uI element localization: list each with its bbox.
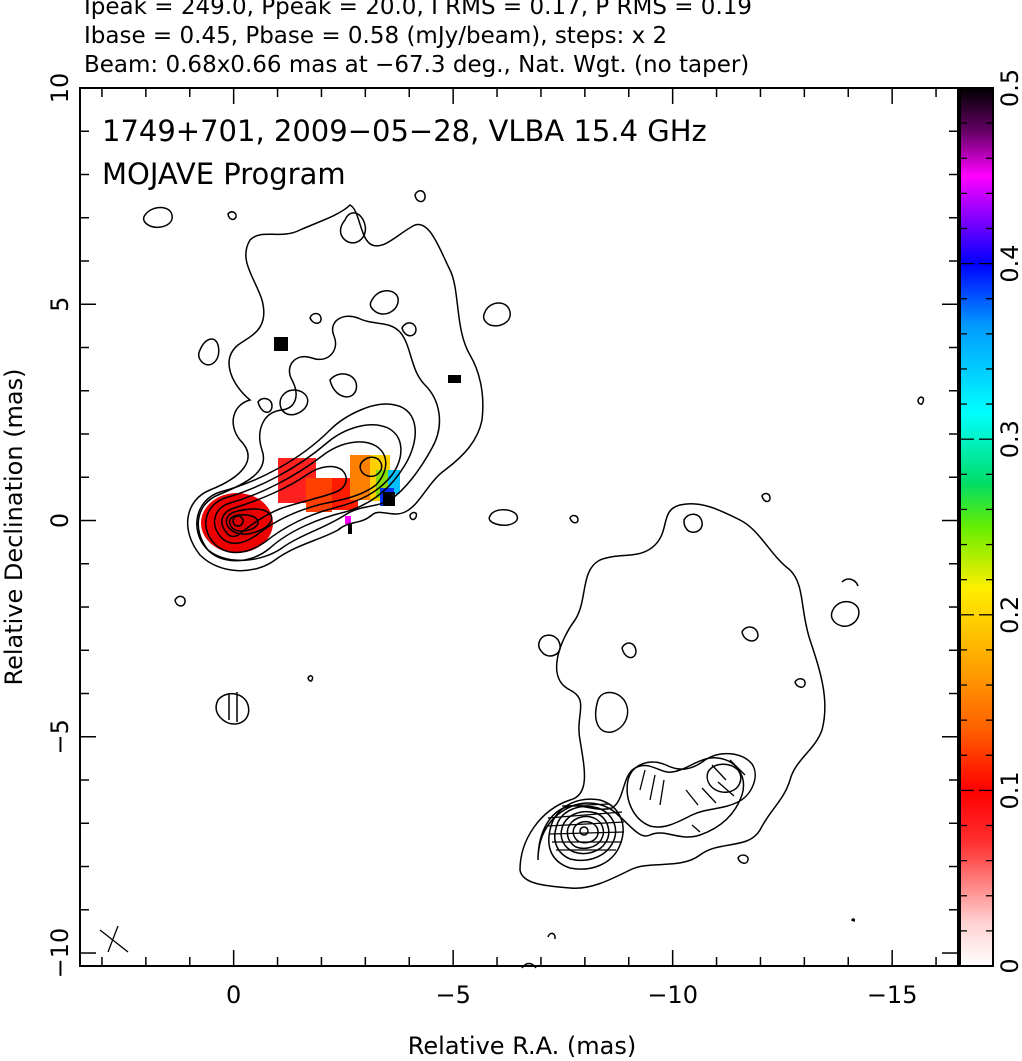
x-tick-label: −15 — [867, 981, 918, 1009]
plot-title: 1749+701, 2009−05−28, VLBA 15.4 GHz — [102, 114, 707, 148]
y-axis-title: Relative Declination (mas) — [0, 368, 28, 685]
plot-subtitle: MOJAVE Program — [102, 157, 346, 191]
x-tick-label: −5 — [435, 981, 470, 1009]
y-tick-label: −5 — [46, 719, 74, 754]
x-axis: 0 −5 −10 −15 — [101, 88, 937, 1009]
y-axis: 10 5 0 −5 −10 — [46, 73, 958, 979]
colorbar-tick-label: 0.2 — [996, 596, 1022, 634]
beam-line: Beam: 0.68x0.66 mas at −67.3 deg., Nat. … — [84, 52, 750, 78]
colorbar-tick-label: 0.5 — [996, 69, 1022, 107]
polarization-vectors — [547, 759, 746, 851]
y-tick-label: 10 — [46, 73, 74, 104]
y-tick-label: 5 — [46, 297, 74, 312]
colorbar-tick-label: 0.4 — [996, 245, 1022, 283]
x-tick-label: −10 — [647, 981, 698, 1009]
colorbar-axis: 0 0.1 0.2 0.3 0.4 0.5 — [960, 69, 1022, 974]
colorbar-tick-label: 0.1 — [996, 771, 1022, 809]
y-tick-label: −10 — [46, 928, 74, 979]
x-tick-label: 0 — [226, 981, 241, 1009]
x-axis-title: Relative R.A. (mas) — [408, 1032, 636, 1060]
stats-line-1: Ipeak = 249.0, Ppeak = 20.0, I RMS = 0.1… — [84, 0, 753, 20]
stats-line-2: Ibase = 0.45, Pbase = 0.58 (mJy/beam), s… — [84, 23, 668, 49]
y-tick-label: 0 — [46, 513, 74, 528]
beam-marker — [99, 925, 129, 953]
total-intensity-contours — [142, 190, 925, 969]
fractional-polarization-patches — [201, 337, 461, 553]
plot-frame — [79, 87, 959, 967]
colorbar-tick-label: 0 — [996, 958, 1022, 973]
colorbar-tick-label: 0.3 — [996, 420, 1022, 458]
colorbar — [959, 87, 994, 967]
